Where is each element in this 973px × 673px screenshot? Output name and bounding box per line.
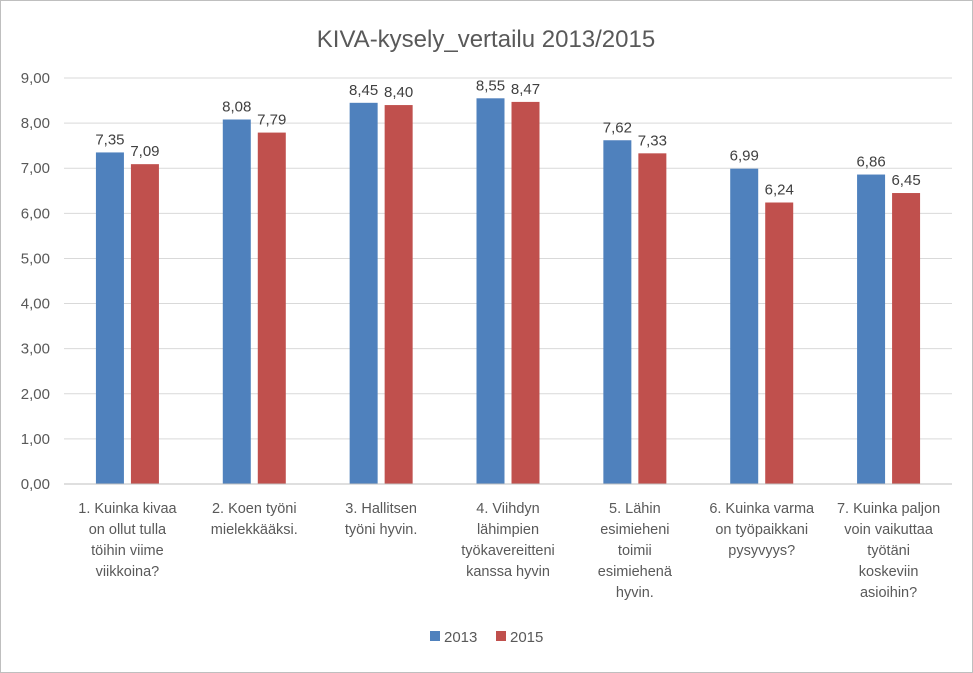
bar-2013-2 [222,119,251,484]
data-label: 6,45 [891,172,920,189]
bar-2015-3 [384,105,413,485]
bar-2015-7 [892,193,921,485]
legend-swatch-2015 [496,631,506,641]
y-tick-label: 2,00 [21,386,50,403]
bar-2013-1 [95,152,124,484]
bars [95,98,921,485]
data-label: 7,35 [95,131,124,148]
data-label: 7,33 [638,132,667,149]
y-tick-label: 0,00 [21,476,50,493]
bar-2013-7 [857,174,886,484]
data-label: 7,09 [130,143,159,160]
bar-2013-5 [603,140,632,484]
bar-2015-5 [638,153,667,484]
bar-2013-4 [476,98,505,485]
bar-2013-3 [349,102,378,485]
y-tick-label: 3,00 [21,341,50,358]
y-tick-label: 9,00 [21,70,50,87]
y-tick-label: 8,00 [21,115,50,132]
bar-2015-4 [511,101,540,485]
bar-2015-1 [130,164,159,484]
y-axis-ticks: 0,00 1,00 2,00 3,00 4,00 5,00 6,00 7,00 8,00 9,00 [21,70,50,493]
x-tick-label: 2. Koen työni mielekkääksi. [211,501,298,538]
data-label: 7,79 [257,112,286,129]
x-tick-label: 7. Kuinka paljon voin vaikuttaa työtäni kos… [837,501,940,601]
data-label: 8,47 [511,81,540,98]
bar-2013-6 [730,168,759,484]
y-tick-label: 6,00 [21,205,50,222]
data-label: 8,40 [384,84,413,101]
bar-2015-2 [257,132,286,484]
chart-title: KIVA-kysely_vertailu 2013/2015 [317,26,655,53]
x-tick-label: 3. Hallitsen työni hyvin. [345,501,418,538]
y-tick-label: 1,00 [21,431,50,448]
data-label: 6,86 [856,154,885,171]
y-tick-label: 4,00 [21,296,50,313]
data-label: 8,08 [222,99,251,116]
data-label: 6,99 [730,148,759,165]
x-tick-label: 4. Viihdyn lähimpien työkavereitteni kanssa… [461,501,555,580]
data-labels: 7,35 8,08 8,45 8,55 7,62 6,99 6,86 7,09 7,79 8,40… [95,77,920,198]
x-tick-label: 1. Kuinka kivaa on ollut tulla töihin viim… [78,501,177,580]
x-tick-label: 5. Lähin esimieheni toimii esimiehenä hyvin. [598,501,673,601]
data-label: 8,45 [349,82,378,99]
data-label: 8,55 [476,77,505,94]
x-axis-ticks: 1. Kuinka kivaa on ollut tulla töihin viim… [78,501,940,601]
bar-2015-6 [765,202,794,485]
legend-label-2013: 2013 [444,629,477,646]
x-tick-label: 6. Kuinka varma on työpaikkani pysyvyys? [709,501,815,559]
y-tick-label: 7,00 [21,160,50,177]
legend: 2013 2015 [430,629,543,646]
legend-label-2015: 2015 [510,629,543,646]
legend-swatch-2013 [430,631,440,641]
gridlines [64,77,952,440]
data-label: 7,62 [603,119,632,136]
y-tick-label: 5,00 [21,250,50,267]
data-label: 6,24 [765,182,794,199]
